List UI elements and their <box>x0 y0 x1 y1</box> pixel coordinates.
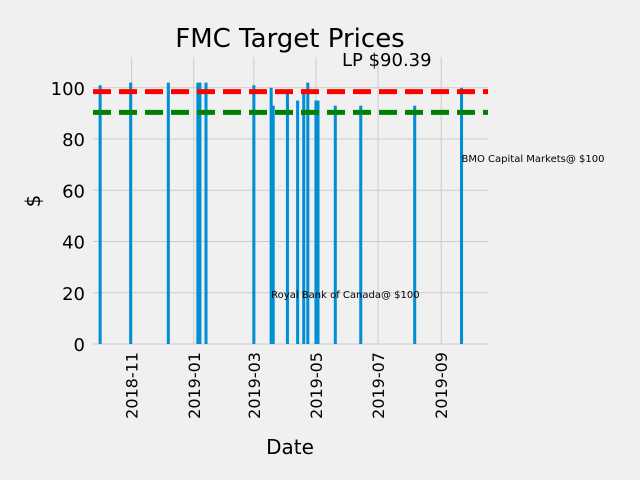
x-tick-label: 2019-09 <box>432 352 451 419</box>
bar <box>460 87 464 344</box>
x-tick-label: 2019-01 <box>185 352 204 419</box>
x-tick-label: 2018-11 <box>123 352 142 419</box>
bar <box>204 82 208 344</box>
plot-area <box>93 57 488 344</box>
bar <box>196 82 200 344</box>
reference-lines <box>93 89 488 115</box>
x-tick-label: 2019-03 <box>245 352 264 419</box>
bar <box>316 100 320 344</box>
bar <box>314 100 318 344</box>
bar <box>413 105 417 344</box>
bar <box>252 85 256 344</box>
bar <box>271 105 275 344</box>
y-tick-label: 80 <box>62 130 85 151</box>
y-tick-label: 0 <box>74 335 85 356</box>
x-tick-label: 2019-05 <box>307 352 326 419</box>
y-tick-labels: 0 20 40 60 80 100 <box>51 79 85 356</box>
y-axis-label: $ <box>21 195 45 208</box>
bar <box>333 105 337 344</box>
bar <box>285 90 289 344</box>
bar-series <box>98 82 464 344</box>
y-tick-label: 40 <box>62 233 85 254</box>
bar <box>166 82 170 344</box>
bar <box>359 105 363 344</box>
y-tick-label: 60 <box>62 181 85 202</box>
bar-annotation: BMO Capital Markets@ $100 <box>462 154 605 165</box>
x-axis-label: Date <box>266 435 314 459</box>
lp-reference-label: LP $90.39 <box>342 50 432 71</box>
y-tick-label: 100 <box>51 79 85 100</box>
bar <box>198 82 202 344</box>
x-tick-labels: 2018-11 2019-01 2019-03 2019-05 2019-07 2019-… <box>123 352 451 419</box>
y-tick-label: 20 <box>62 284 85 305</box>
bar <box>306 82 310 344</box>
bar <box>296 100 300 344</box>
x-tick-label: 2019-07 <box>369 352 388 419</box>
bar <box>129 82 133 344</box>
chart-title: FMC Target Prices <box>175 24 404 54</box>
annotations: BMO Capital Markets@ $100 Royal Bank of C… <box>271 154 604 301</box>
bar <box>98 85 102 344</box>
bar <box>302 92 306 344</box>
bar <box>269 87 273 344</box>
bar-annotation: Royal Bank of Canada@ $100 <box>271 290 419 301</box>
